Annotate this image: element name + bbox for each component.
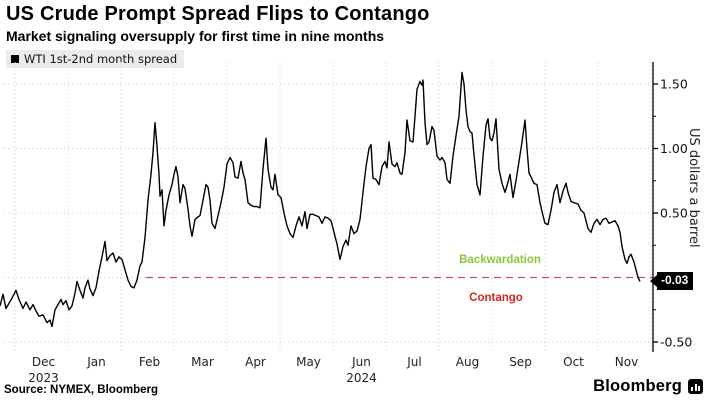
x-axis-month-label: May <box>296 355 321 369</box>
y-axis-tick-label: 0.50 <box>660 206 688 221</box>
bloomberg-brand: Bloomberg <box>593 377 703 396</box>
legend-marker-icon <box>11 55 19 63</box>
x-axis-month-label: Apr <box>245 355 266 369</box>
page-title: US Crude Prompt Spread Flips to Contango <box>6 3 430 25</box>
bloomberg-logo-icon <box>688 379 703 394</box>
backwardation-annotation: Backwardation <box>459 254 541 266</box>
y-axis-tick-label: 1.00 <box>660 141 688 156</box>
page-subtitle: Market signaling oversupply for first ti… <box>6 28 385 44</box>
last-value-badge: -0.03 <box>649 272 694 290</box>
x-axis-month-label: Feb <box>139 355 160 369</box>
y-axis-tick-label: -0.50 <box>660 335 692 350</box>
x-axis-month-label: Jul <box>406 355 421 369</box>
x-axis-month-label: Oct <box>563 355 584 369</box>
x-axis-year-label: 2023 <box>28 371 59 385</box>
x-axis-month-label: Jan <box>86 355 106 369</box>
x-axis-month-label: Nov <box>615 355 638 369</box>
contango-annotation: Contango <box>469 292 523 304</box>
x-axis-month-label: Sep <box>509 355 532 369</box>
y-axis-tick-label: 1.50 <box>660 77 688 92</box>
source-note: Source: NYMEX, Bloomberg <box>4 384 158 396</box>
x-axis-month-label: Dec <box>32 355 55 369</box>
spread-line <box>0 71 641 328</box>
x-axis-month-label: Aug <box>456 355 479 369</box>
legend: WTI 1st-2nd month spread <box>6 50 185 68</box>
x-axis-month-label: Jun <box>351 355 371 369</box>
y-axis-title: US dollars a barrel <box>686 128 701 248</box>
legend-series-label: WTI 1st-2nd month spread <box>24 52 178 66</box>
x-axis-year-label: 2024 <box>346 371 377 385</box>
x-axis-month-label: Mar <box>191 355 214 369</box>
bloomberg-wordmark: Bloomberg <box>593 377 682 395</box>
